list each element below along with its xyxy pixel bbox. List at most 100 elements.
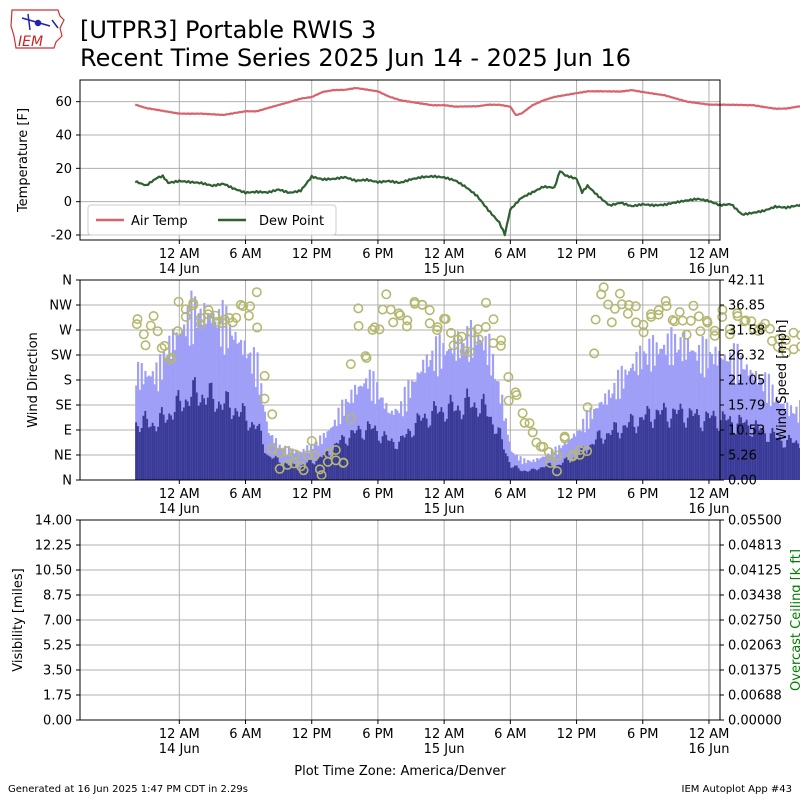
wind-gust-bar xyxy=(453,337,456,480)
wind-direction-point xyxy=(480,321,491,332)
wind-direction-point xyxy=(164,354,175,365)
wind-gust-bar xyxy=(716,365,719,480)
wind-direction-point xyxy=(517,408,528,419)
wind-speed-bar xyxy=(771,427,774,480)
wind-speed-bar xyxy=(536,470,539,480)
wind-speed-bar xyxy=(723,414,726,480)
wind-speed-bar xyxy=(490,416,493,480)
wind-speed-bar xyxy=(747,425,750,480)
x-tick-label: 12 PM xyxy=(557,487,597,502)
wind-speed-bar xyxy=(756,424,759,480)
wind-gust-bar xyxy=(271,434,274,480)
wind-direction-point xyxy=(473,334,484,345)
wind-speed-bar xyxy=(208,383,211,480)
wind-direction-point xyxy=(780,335,791,346)
wind-speed-bar xyxy=(227,392,230,480)
wind-direction-point xyxy=(764,323,775,334)
wind-speed-bar xyxy=(593,444,596,480)
wind-speed-bar xyxy=(361,438,364,480)
wind-speed-bar xyxy=(243,406,246,480)
ceiling-tick-label: 0.00000 xyxy=(728,714,782,729)
wind-speed-bar xyxy=(423,413,427,480)
wind-speed-bar xyxy=(708,418,712,480)
wind-direction-point xyxy=(606,317,617,328)
ceiling-tick-label: 0.02063 xyxy=(728,639,782,654)
wind-speed-bar xyxy=(519,470,522,480)
wind-gust-bar xyxy=(346,401,349,480)
wind-speed-bar xyxy=(666,421,669,480)
wind-speed-bar xyxy=(631,415,634,480)
wind-speed-bar xyxy=(455,410,458,480)
wind-speed-bar xyxy=(694,413,697,480)
wind-speed-bar xyxy=(203,398,206,480)
wind-direction-point xyxy=(717,311,728,322)
wind-direction-point xyxy=(496,335,507,346)
wind-gust-bar xyxy=(685,359,688,480)
wind-speed-bar xyxy=(173,412,176,480)
wind-speed-bar xyxy=(177,390,180,480)
wind-speed-bar xyxy=(514,465,517,480)
wind-speed-bar xyxy=(247,430,250,480)
wind-gust-bar xyxy=(604,393,607,480)
wind-speed-bar xyxy=(425,418,428,480)
x-tick-label: 12 AM xyxy=(689,487,730,502)
wind-direction-point xyxy=(693,311,704,322)
wind-speed-bar xyxy=(681,408,684,480)
wind-gust-bar xyxy=(298,451,301,480)
wind-direction-point xyxy=(653,305,664,316)
wind-direction-point xyxy=(459,346,470,357)
x-tick-label: 6 PM xyxy=(627,487,658,502)
iowa-outline-icon xyxy=(10,9,65,49)
visibility-tick-label: 0.00 xyxy=(43,714,72,729)
wind-direction-point xyxy=(614,288,625,299)
wind-direction-point xyxy=(511,390,522,401)
wind-speed-bar xyxy=(194,377,197,480)
wind-speed-bar xyxy=(249,427,252,480)
wind-direction-point xyxy=(159,340,170,351)
wind-direction-point xyxy=(574,445,585,456)
wind-speed-bar xyxy=(262,444,265,480)
wind-gust-bar xyxy=(697,345,701,480)
wind-direction-point xyxy=(172,326,183,337)
wind-speed-bar xyxy=(309,460,313,480)
wind-speed-bar xyxy=(576,458,579,480)
wind-gust-bar xyxy=(512,453,515,480)
wind-gust-bar xyxy=(212,313,215,480)
wind-speed-bar xyxy=(714,416,717,480)
wind-speed-bar xyxy=(201,394,204,480)
wind-speed-bar xyxy=(148,427,151,480)
wind-speed-bar xyxy=(289,465,292,480)
wind-direction-point xyxy=(724,323,735,334)
wind-speed-bar xyxy=(291,463,294,480)
x-tick-label: 12 AM xyxy=(159,487,200,502)
wind-gust-bar xyxy=(412,381,416,480)
wind-direction-point xyxy=(338,457,349,468)
wind-direction-point xyxy=(132,314,143,325)
wind-gust-bar xyxy=(164,358,167,480)
wind-speed-bar xyxy=(644,414,647,480)
wind-gust-bar xyxy=(377,399,381,480)
wind-speed-bar xyxy=(230,419,233,480)
wind-speed-bar xyxy=(352,430,355,480)
wind-direction-point xyxy=(231,312,242,323)
wind-gust-bar xyxy=(199,308,202,480)
wind-speed-bar xyxy=(705,411,708,480)
wind-speed-bar xyxy=(166,419,169,480)
wind-direction-point xyxy=(361,352,372,363)
visibility-tick-label: 1.75 xyxy=(43,689,72,704)
wind-gust-bar xyxy=(633,371,636,480)
wind-speed-bar xyxy=(611,430,614,480)
wind-speed-bar xyxy=(648,408,651,480)
visibility-y-axis: 0.00 1.75 3.50 5.25 7.00 8.75 10.50 12.25 14.00 xyxy=(35,514,80,729)
wind-speed-bar xyxy=(155,431,158,480)
x-tick-label: 12 AM xyxy=(159,247,200,262)
x-tick-label: 6 PM xyxy=(627,247,658,262)
wind-gust-bar xyxy=(278,444,281,480)
wind-speed-bar xyxy=(372,428,375,480)
x-tick-label: 12 PM xyxy=(292,247,332,262)
wind-speed-bar xyxy=(565,457,568,480)
wind-gust-bar xyxy=(523,458,526,480)
wind-speed-bar xyxy=(263,453,267,480)
wind-speed-bar xyxy=(493,433,496,480)
wind-speed-bar xyxy=(210,382,213,480)
